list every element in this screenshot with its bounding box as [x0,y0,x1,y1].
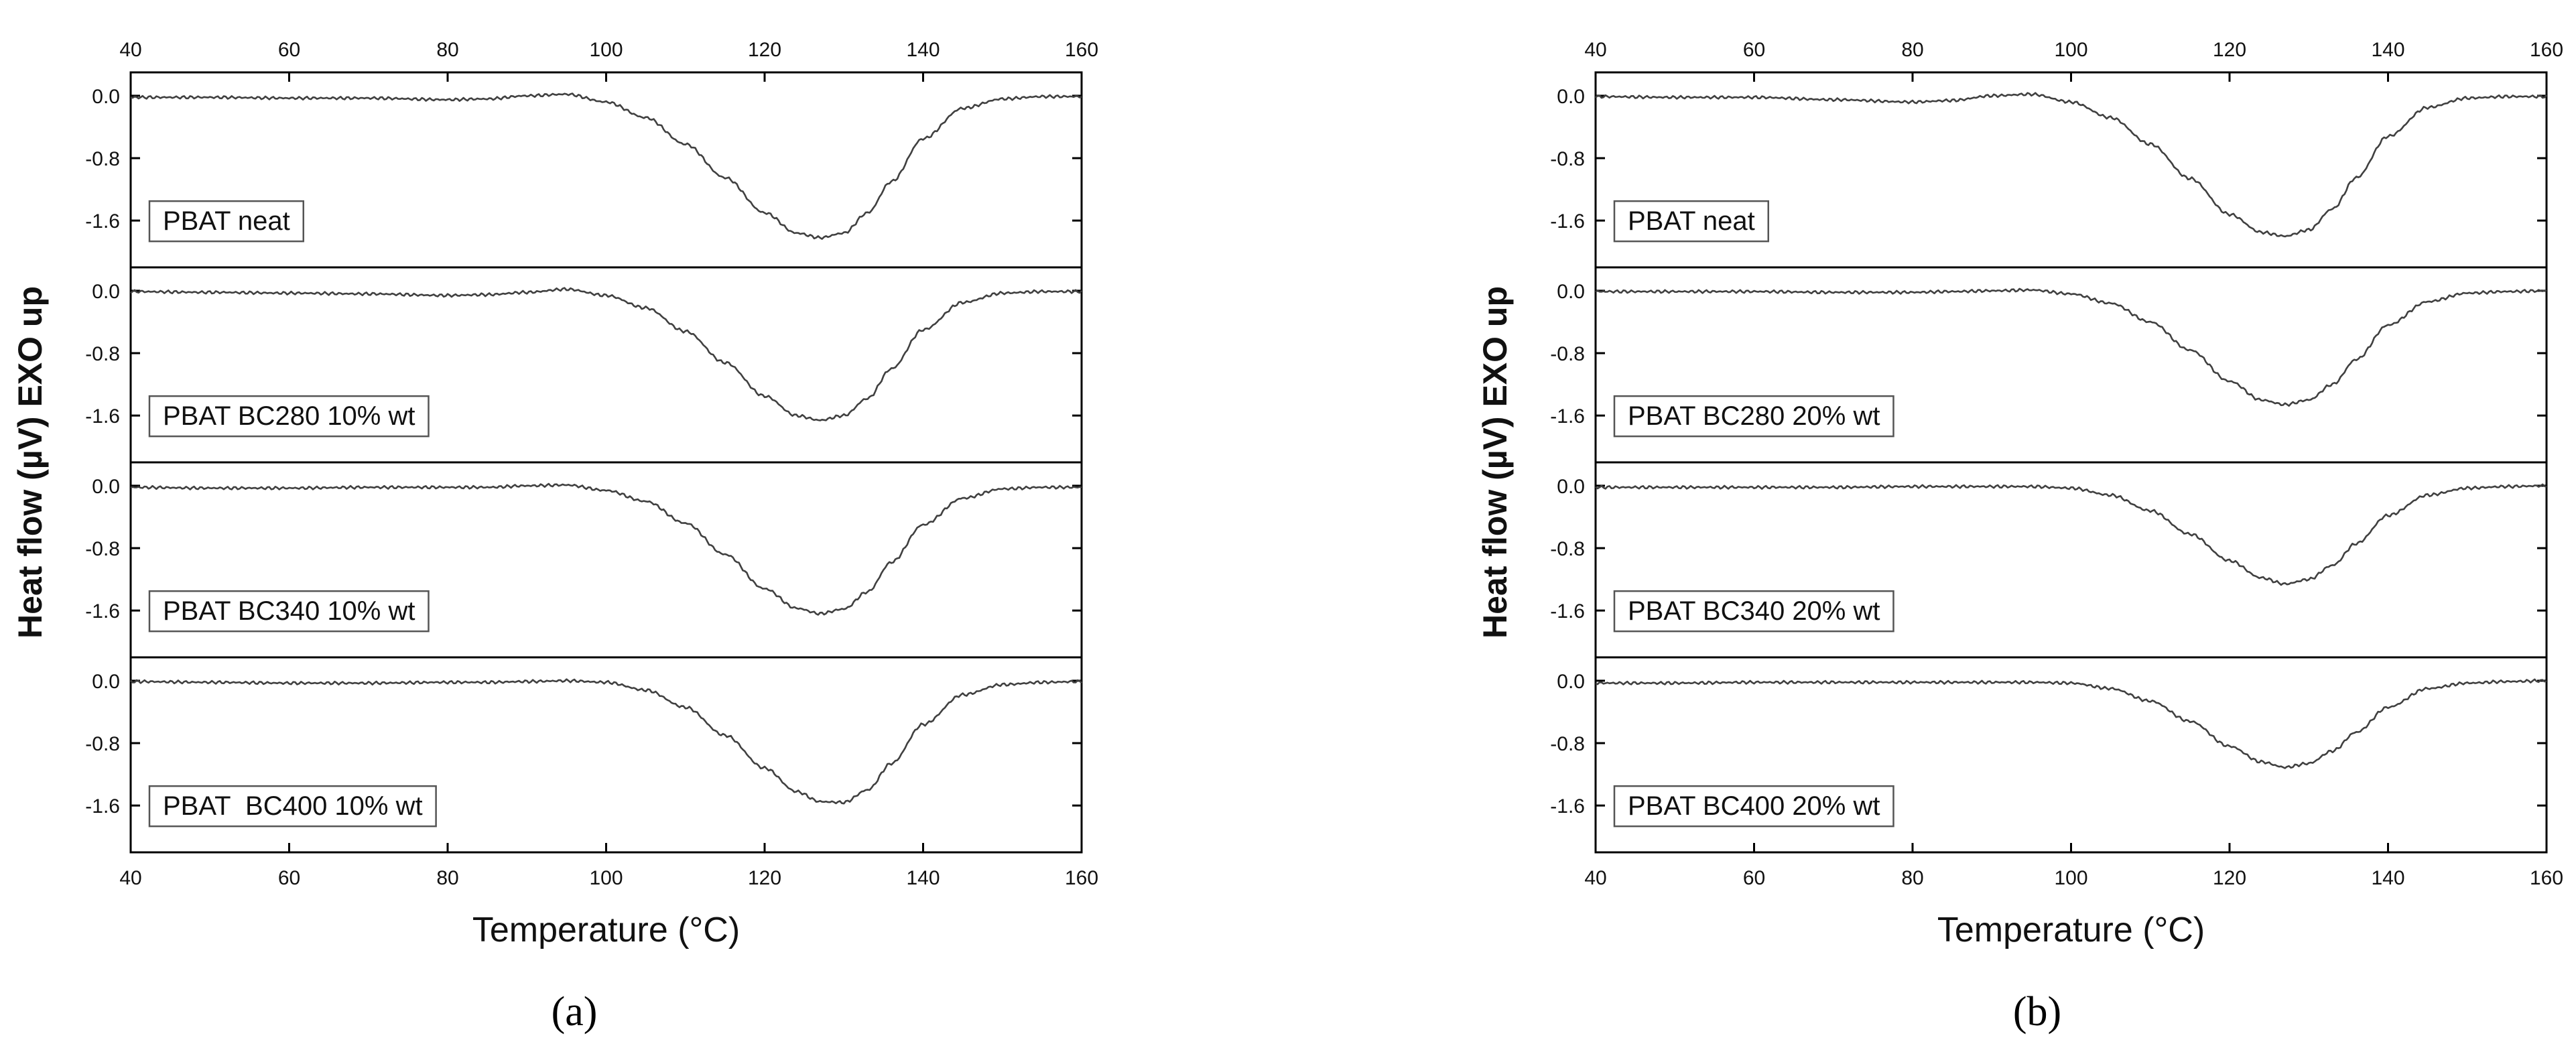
x-tick-label-bottom: 140 [2371,867,2404,889]
x-tick-label-bottom: 60 [1743,867,1765,889]
legend-box [1613,200,1769,243]
series-line [130,482,1082,616]
x-tick-label-top: 120 [2213,39,2246,61]
x-tick-label-bottom: 120 [2213,867,2246,889]
legend-box [148,395,430,438]
legend-label: PBAT BC280 10% wt [163,401,415,431]
series-line [1595,483,2547,586]
panel-caption: (b) [2013,989,2061,1035]
y-tick-label: -1.6 [85,210,120,233]
y-tick-label: 0.0 [1557,281,1585,303]
x-tick-label-top: 140 [906,39,940,61]
y-tick-label: -1.6 [85,600,120,622]
panel-b: 40 40 60 60 80 80 100 100 120 120 140 140 160 160 Temp… [1476,39,2563,1035]
y-tick-label: -1.6 [1550,210,1585,233]
x-tick-label-top: 100 [589,39,623,61]
panel-a: 40 40 60 60 80 80 100 100 120 120 140 140 160 160 Temp… [11,39,1098,1035]
y-tick-label: -1.6 [85,405,120,428]
y-tick-label: 0.0 [92,671,120,693]
x-axis-label: Temperature (°C) [472,911,740,949]
series-line [130,678,1082,805]
x-tick-label-top: 120 [748,39,781,61]
x-tick-label-top: 160 [2530,39,2563,61]
series-line [130,92,1082,240]
x-tick-label-bottom: 80 [1901,867,1923,889]
x-tick-label-bottom: 100 [589,867,623,889]
x-tick-label-bottom: 100 [2054,867,2087,889]
y-tick-label: -0.8 [1550,148,1585,170]
y-tick-label: -0.8 [85,538,120,560]
legend-box [148,200,304,243]
y-tick-label: -0.8 [1550,343,1585,365]
y-tick-label: -1.6 [1550,600,1585,622]
legend-label: PBAT BC400 10% wt [163,791,423,821]
y-tick-label: -0.8 [1550,733,1585,755]
y-axis-label: Heat flow (µV) EXO up [1476,286,1514,639]
x-tick-label-top: 40 [119,39,141,61]
y-tick-label: -0.8 [1550,538,1585,560]
y-tick-label: -0.8 [85,733,120,755]
y-tick-label: -0.8 [85,343,120,365]
legend-box [1613,785,1894,828]
y-tick-label: 0.0 [1557,476,1585,498]
legend-label: PBAT BC340 20% wt [1628,596,1880,626]
series-line [1595,678,2547,769]
y-tick-label: -1.6 [85,795,120,817]
legend-box [148,785,437,828]
panel-caption: (a) [552,989,598,1035]
x-tick-label-top: 140 [2371,39,2404,61]
y-tick-label: 0.0 [1557,86,1585,108]
legend-label: PBAT BC280 20% wt [1628,401,1880,431]
x-tick-label-bottom: 60 [278,867,300,889]
series-line [1595,92,2547,238]
legend-box [1613,590,1894,633]
y-tick-label: 0.0 [92,476,120,498]
x-tick-label-bottom: 140 [906,867,940,889]
x-tick-label-bottom: 120 [748,867,781,889]
x-tick-label-top: 100 [2054,39,2087,61]
x-tick-label-bottom: 40 [1584,867,1606,889]
y-tick-label: -1.6 [1550,795,1585,817]
x-tick-label-bottom: 80 [436,867,458,889]
x-tick-label-bottom: 160 [1065,867,1098,889]
x-tick-label-top: 40 [1584,39,1606,61]
y-axis-label: Heat flow (µV) EXO up [11,286,49,639]
legend-label: PBAT BC340 10% wt [163,596,415,626]
x-tick-label-top: 80 [436,39,458,61]
y-tick-label: 0.0 [92,281,120,303]
y-tick-label: -0.8 [85,148,120,170]
legend-box [1613,395,1894,438]
x-tick-label-top: 80 [1901,39,1923,61]
x-tick-label-top: 160 [1065,39,1098,61]
y-tick-label: -1.6 [1550,405,1585,428]
series-line [1595,287,2547,407]
x-tick-label-top: 60 [278,39,300,61]
x-tick-label-bottom: 160 [2530,867,2563,889]
legend-label: PBAT BC400 20% wt [1628,791,1880,821]
series-line [130,287,1082,421]
legend-label: PBAT neat [163,206,290,236]
x-tick-label-bottom: 40 [119,867,141,889]
legend-label: PBAT neat [1628,206,1755,236]
x-axis-label: Temperature (°C) [1937,911,2205,949]
x-tick-label-top: 60 [1743,39,1765,61]
y-tick-label: 0.0 [92,86,120,108]
legend-box [148,590,430,633]
y-tick-label: 0.0 [1557,671,1585,693]
